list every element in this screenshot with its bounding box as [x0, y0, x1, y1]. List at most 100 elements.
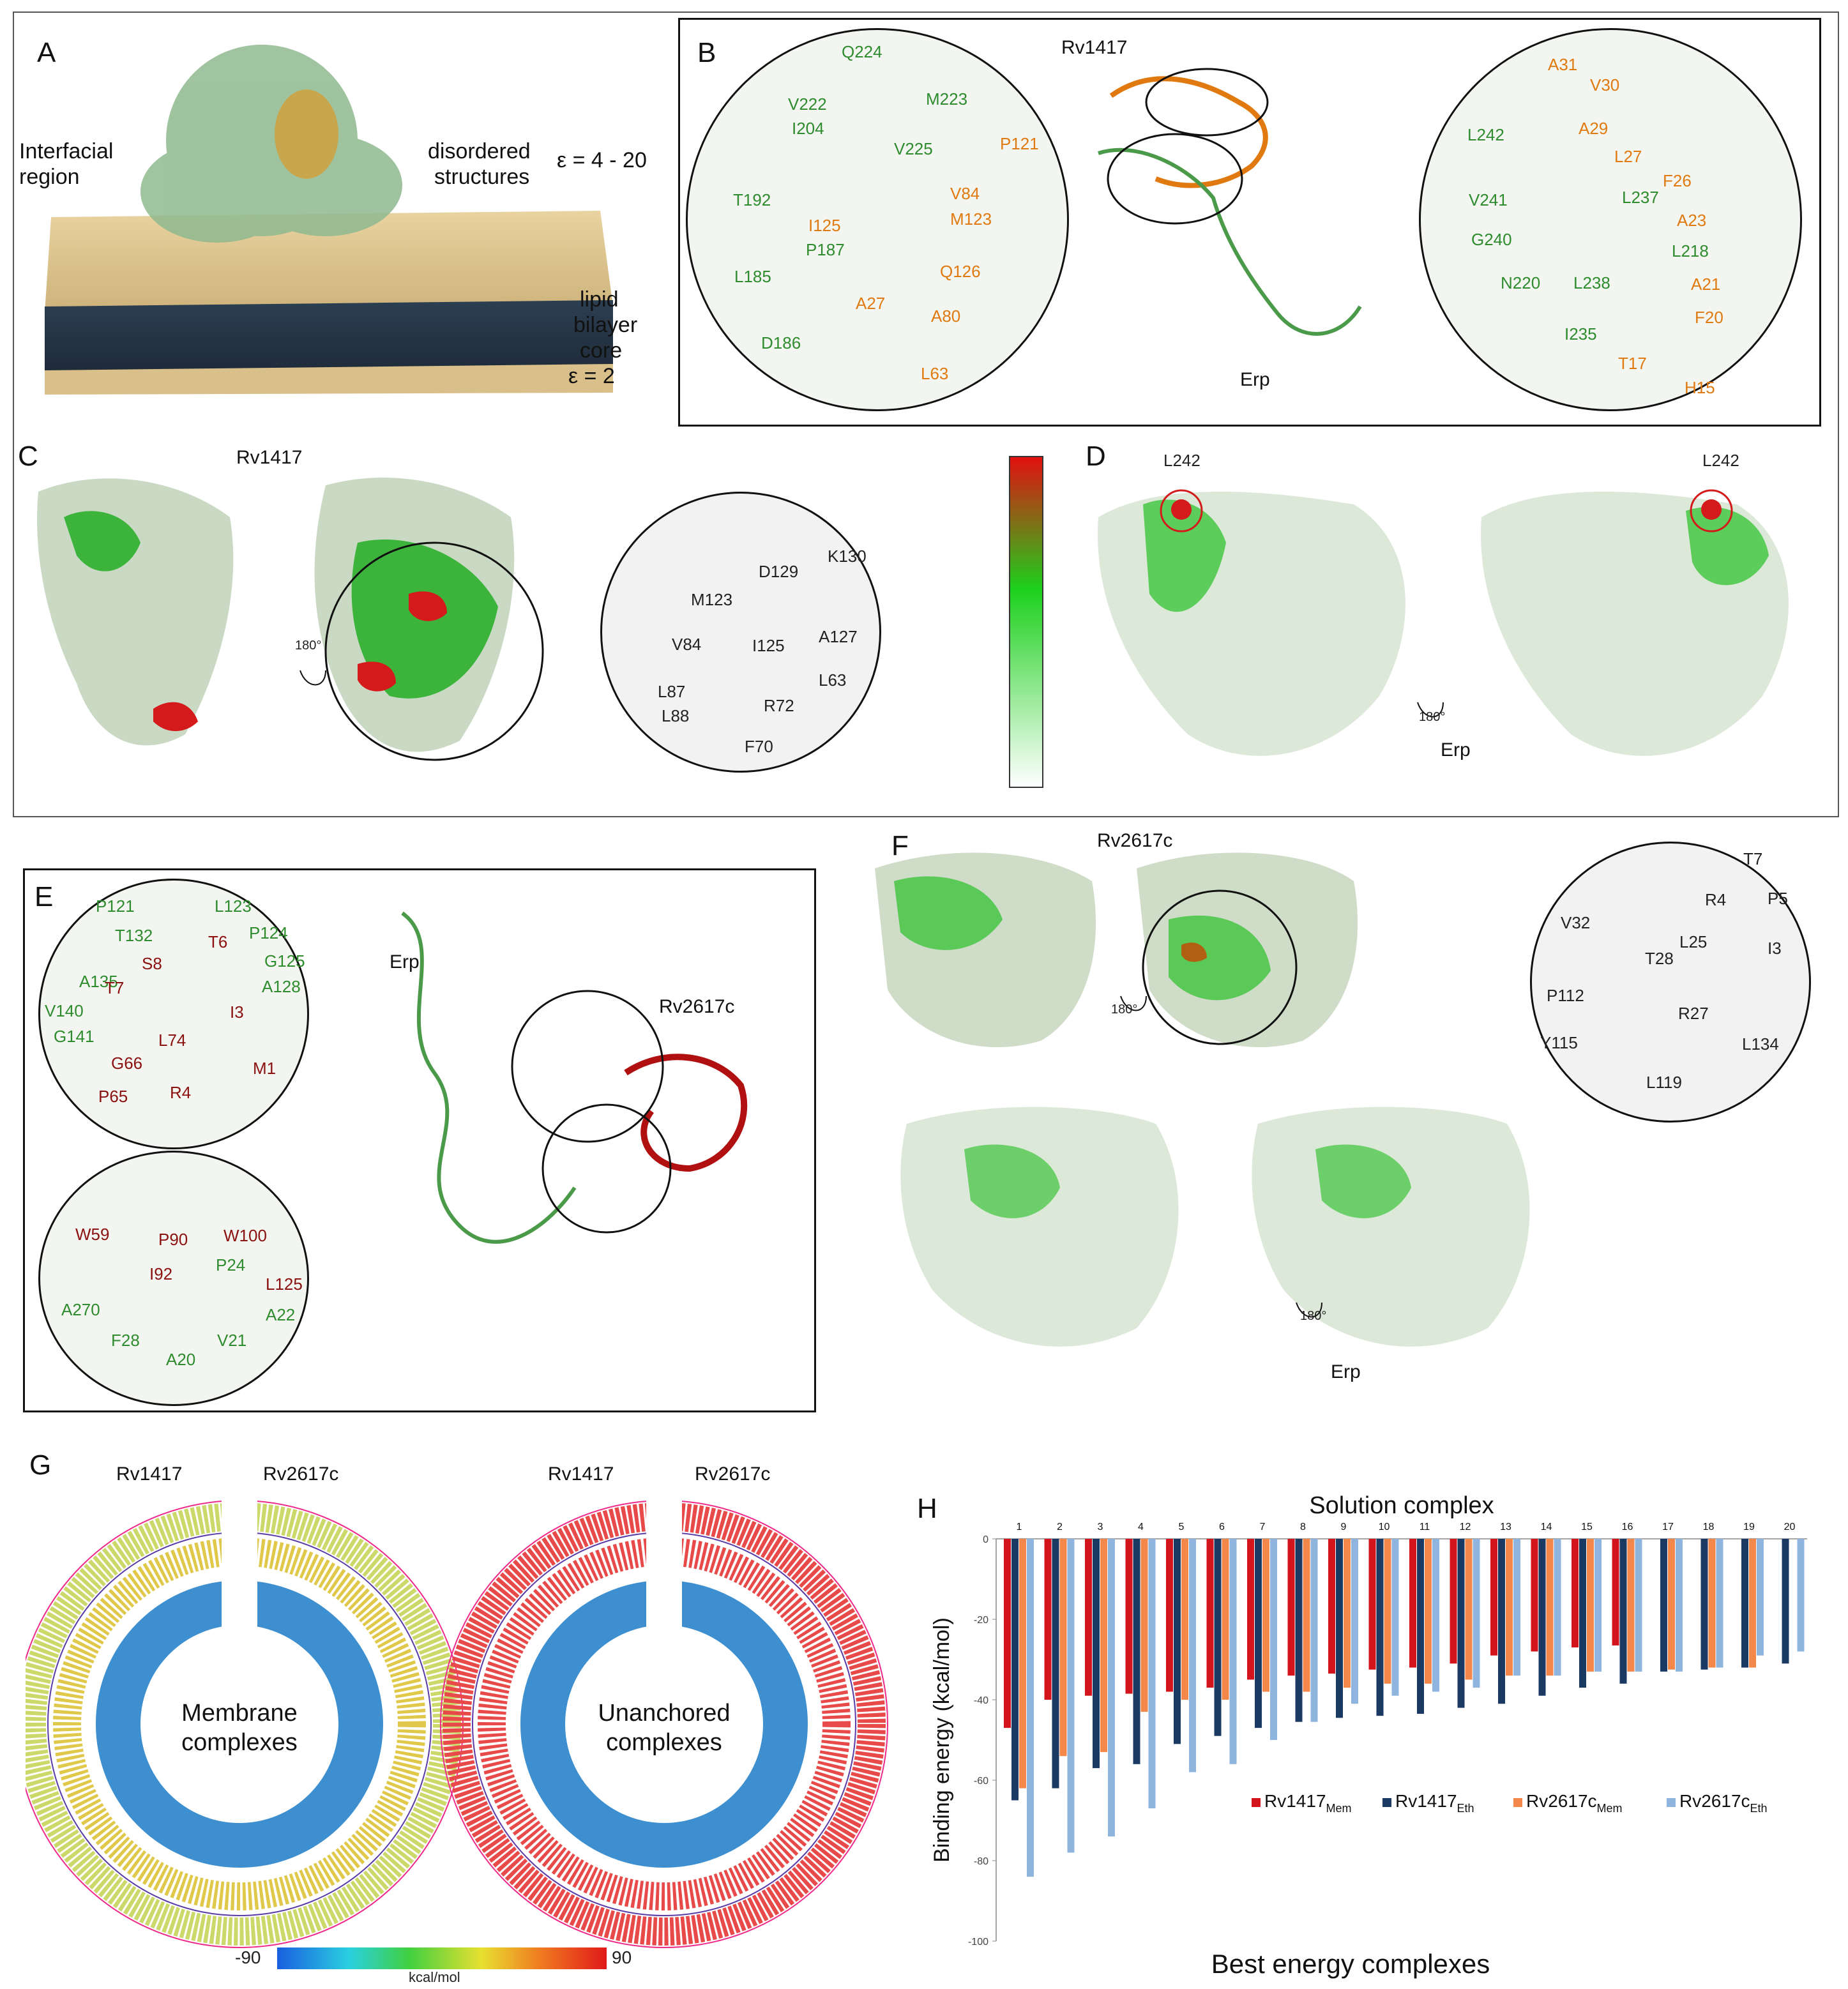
zoom-circle-f [1530, 842, 1811, 1123]
res-e-top-red-7: R4 [170, 1083, 192, 1102]
bar-15-series-1 [1619, 1539, 1627, 1684]
bar-9-series-1 [1376, 1539, 1384, 1716]
bar-12-series-2 [1506, 1539, 1513, 1676]
bar-5-series-3 [1229, 1539, 1237, 1764]
y-tick-label-3: -60 [974, 1776, 988, 1787]
bar-2-series-1 [1093, 1539, 1100, 1769]
x-tick-label-9: 10 [1379, 1522, 1390, 1532]
res-f-10: L134 [1742, 1034, 1779, 1054]
colorbar-min: -90 [235, 1947, 261, 1967]
binding-energy-chart: Solution complex 0 -20 -40 -60 -80 -100 Binding… [930, 1494, 1807, 1979]
legend-swatch-2 [1513, 1798, 1522, 1807]
zoom-circle-right [1419, 28, 1802, 411]
res-right-orange-1: V30 [1590, 75, 1620, 95]
res-e-top-red-4: L74 [158, 1031, 186, 1050]
panel-letter-c: C [18, 441, 38, 472]
label-lipid: lipid [580, 287, 619, 312]
res-c-7: L87 [658, 682, 686, 701]
chart-title: Solution complex [1309, 1494, 1494, 1519]
bar-14-series-1 [1579, 1539, 1586, 1688]
res-e-top-red-1: S8 [142, 954, 162, 973]
bar-2-series-2 [1100, 1539, 1107, 1752]
bar-6-series-1 [1255, 1539, 1262, 1728]
res-e-top-green-5: G125 [264, 951, 305, 971]
panel-letter-e: E [34, 881, 54, 912]
bar-13-series-2 [1546, 1539, 1554, 1676]
bar-14-series-0 [1572, 1539, 1579, 1648]
bar-9-series-3 [1391, 1539, 1399, 1696]
bar-4-series-3 [1189, 1539, 1196, 1773]
erp-surfaces-d [1098, 489, 1789, 756]
res-right-green-4: L218 [1672, 241, 1709, 261]
zoom-circle-e-bottom [38, 1151, 309, 1406]
membrane-line2: complexes [181, 1729, 298, 1756]
res-f-7: P112 [1547, 986, 1584, 1005]
x-tick-label-3: 4 [1138, 1522, 1144, 1532]
bar-10-series-2 [1425, 1539, 1432, 1684]
circos-plots [26, 1494, 888, 1948]
bar-12-series-3 [1513, 1539, 1520, 1676]
bar-8-series-0 [1328, 1539, 1335, 1674]
colorbar-unit: kcal/mol [409, 1969, 460, 1985]
res-right-orange-0: A31 [1548, 55, 1578, 74]
label-rv2617c-g1: Rv2617c [263, 1463, 339, 1485]
bar-13-series-0 [1531, 1539, 1538, 1652]
res-c-2: M123 [691, 590, 733, 609]
bar-15-series-0 [1612, 1539, 1619, 1645]
res-f-5: L25 [1679, 932, 1708, 951]
label-epsilon-core: ε = 2 [568, 364, 615, 388]
bar-4-series-0 [1166, 1539, 1173, 1692]
label-bilayer: bilayer [573, 313, 638, 337]
membrane-illustration [45, 45, 613, 395]
res-right-orange-7: F20 [1695, 308, 1723, 327]
panel-letter-b: B [697, 37, 716, 68]
x-tick-label-6: 7 [1260, 1522, 1266, 1532]
bar-5-series-2 [1222, 1539, 1229, 1700]
label-rv1417-g1: Rv1417 [116, 1463, 183, 1485]
x-tick-label-12: 13 [1500, 1522, 1511, 1532]
bar-15-series-3 [1635, 1539, 1642, 1672]
legend-swatch-0 [1252, 1798, 1261, 1807]
res-e-top-red-2: T7 [105, 978, 125, 997]
bar-0-series-1 [1011, 1539, 1019, 1801]
bar-7-series-3 [1310, 1539, 1318, 1722]
res-right-green-5: N220 [1501, 273, 1541, 292]
rv2617c-erp-structure [401, 911, 748, 1244]
bar-0-series-2 [1019, 1539, 1026, 1789]
res-f-3: V32 [1561, 913, 1591, 932]
bar-11-series-2 [1465, 1539, 1473, 1680]
res-e-bottom-green-3: F28 [111, 1331, 140, 1350]
bar-10-series-3 [1432, 1539, 1439, 1692]
res-c-1: D129 [759, 562, 799, 581]
res-left-orange-3: M123 [950, 209, 992, 229]
x-tick-label-13: 14 [1541, 1522, 1552, 1532]
zoom-circle-c [600, 492, 881, 773]
label-rv1417-g2: Rv1417 [548, 1463, 614, 1485]
res-f-0: T7 [1743, 849, 1763, 868]
bar-3-series-0 [1125, 1539, 1133, 1694]
res-left-orange-4: Q126 [940, 262, 981, 281]
x-tick-label-8: 9 [1341, 1522, 1347, 1532]
y-tick-label-4: -80 [974, 1856, 988, 1867]
bar-4-series-1 [1174, 1539, 1181, 1744]
bar-5-series-1 [1214, 1539, 1222, 1736]
bar-17-series-1 [1700, 1539, 1708, 1670]
res-f-11: L119 [1646, 1073, 1682, 1092]
x-tick-label-0: 1 [1017, 1522, 1022, 1532]
x-tick-label-2: 3 [1098, 1522, 1103, 1532]
bar-7-series-1 [1295, 1539, 1303, 1722]
scale-bar [1009, 456, 1043, 788]
label-l242-d1: L242 [1163, 451, 1200, 470]
res-right-orange-9: H15 [1685, 378, 1715, 397]
label-erp-b: Erp [1240, 369, 1270, 390]
res-left-green-0: Q224 [842, 42, 882, 61]
res-c-9: R72 [764, 696, 794, 715]
res-e-bottom-red-3: I92 [149, 1264, 173, 1283]
res-left-orange-0: P121 [1000, 134, 1039, 153]
bar-0-series-3 [1027, 1539, 1034, 1877]
zoom-circle-left [686, 28, 1069, 411]
label-structures: structures [434, 165, 530, 189]
bar-1-series-3 [1067, 1539, 1075, 1853]
x-tick-label-4: 5 [1179, 1522, 1185, 1532]
bar-6-series-3 [1270, 1539, 1277, 1740]
